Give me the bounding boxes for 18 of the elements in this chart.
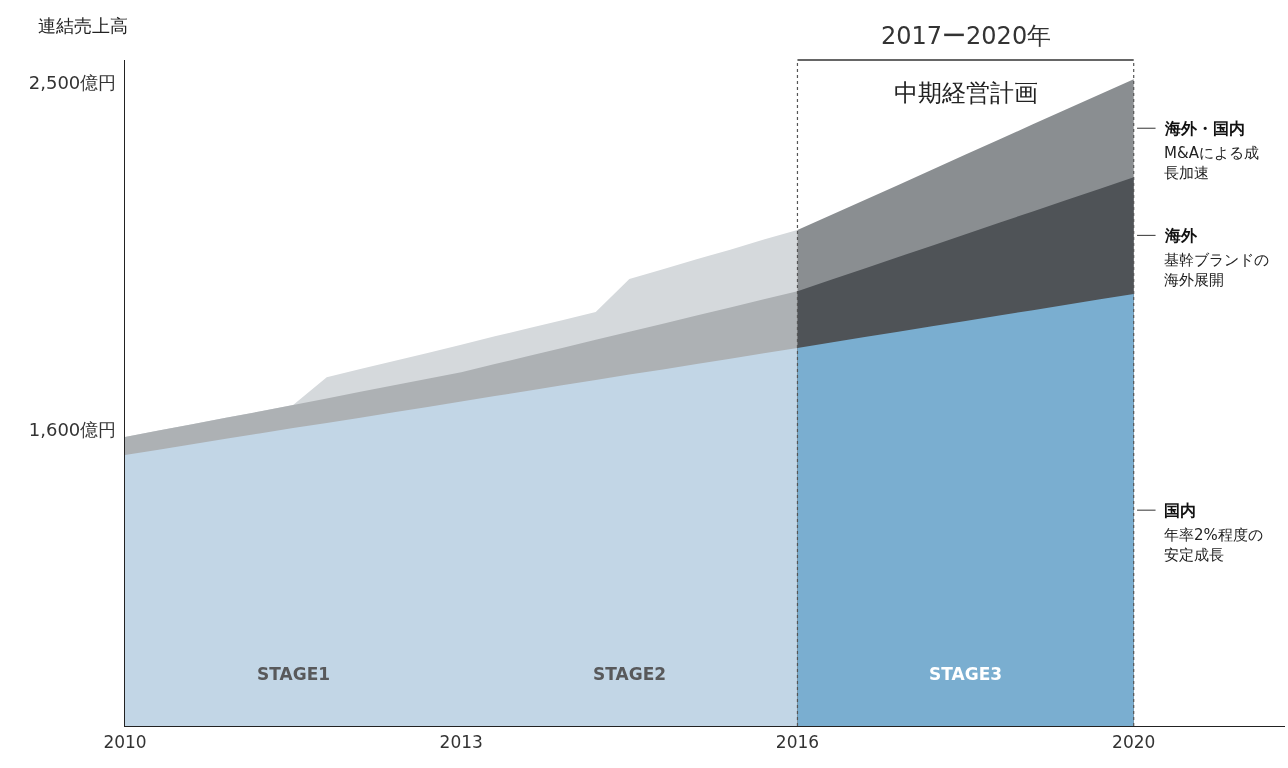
annotation: 基幹ブランドの海外展開 (1164, 251, 1269, 289)
x-tick-label: 2010 (103, 731, 147, 752)
text: 国内 (1164, 501, 1196, 520)
x-tick-label: 2016 (775, 731, 820, 752)
text: 2017ー2020年 (881, 22, 1052, 50)
y-tick-label: 1,600億円 (28, 419, 117, 441)
annotation: STAGE2 (593, 664, 667, 684)
annotation: STAGE3 (929, 664, 1003, 684)
annotation: 中期経営計画 (894, 79, 1038, 107)
annotation: 年率2%程度の安定成長 (1164, 526, 1263, 564)
x-tick-label: 2013 (439, 731, 483, 752)
y-axis-title: 連結売上高 (38, 15, 128, 36)
text: 海外・国内 (1164, 119, 1245, 138)
y-tick-label: 2,500億円 (28, 72, 117, 94)
x-tick-label: 2020 (1112, 731, 1156, 752)
text: 海外 (1164, 226, 1198, 245)
annotation: STAGE1 (257, 664, 331, 684)
annotation: M&Aによる成長加速 (1164, 144, 1259, 182)
